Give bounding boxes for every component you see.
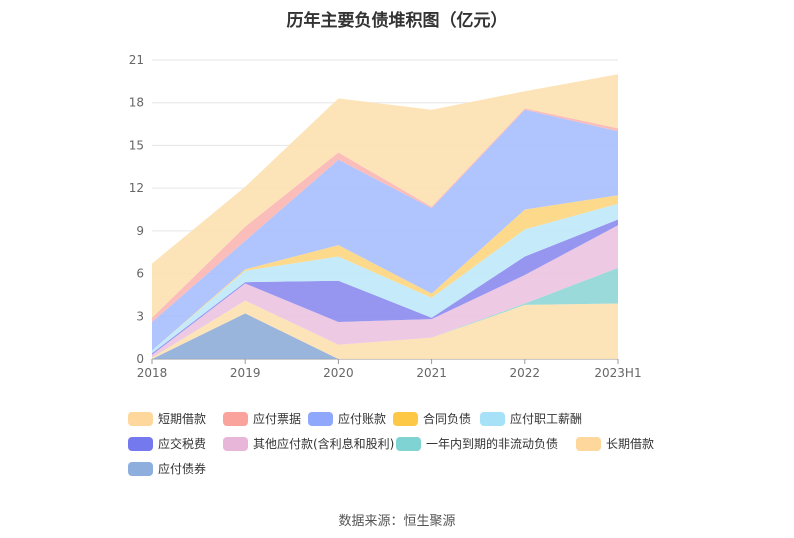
legend-swatch [223, 436, 248, 451]
legend-swatch [480, 411, 505, 426]
legend-swatch [128, 461, 153, 476]
legend-label: 应付债券 [158, 462, 207, 476]
chart-title: 历年主要负债堆积图（亿元） [286, 11, 508, 31]
legend-item[interactable]: 应付职工薪酬 [480, 410, 582, 427]
y-tick-label: 3 [136, 309, 144, 323]
legend-swatch [128, 436, 153, 451]
legend-item[interactable]: 应交税费 [128, 435, 206, 452]
legend-item[interactable]: 应付票据 [223, 410, 301, 427]
axes: 0 3 6 9 12 15 18 21 2018 2019 2020 2021 2022 2023H1 [129, 53, 642, 380]
legend-label: 其他应付款(含利息和股利) [253, 437, 395, 451]
x-tick-label: 2020 [323, 366, 354, 380]
legend-swatch [128, 411, 153, 426]
legend-item[interactable]: 合同负债 [393, 410, 471, 427]
legend-item[interactable]: 一年内到期的非流动负债 [396, 435, 558, 452]
area-7 [152, 109, 618, 351]
legend-swatch [393, 411, 418, 426]
legend-label: 应付账款 [338, 412, 387, 426]
x-tick-label: 2022 [510, 366, 541, 380]
area-0 [152, 313, 618, 359]
stacked-area-chart: 0 3 6 9 12 15 18 21 2018 2019 2020 2021 2022 2023H1 [129, 53, 642, 380]
y-tick-label: 0 [136, 352, 144, 366]
y-tick-label: 15 [129, 138, 144, 152]
legend-label: 应付票据 [253, 412, 302, 426]
legend-label: 应付职工薪酬 [510, 412, 583, 426]
legend-label: 合同负债 [423, 412, 472, 426]
y-tick-label: 21 [129, 53, 144, 67]
legend-swatch [308, 411, 333, 426]
area-6 [152, 195, 618, 351]
area-5 [152, 203, 618, 354]
legend-item[interactable]: 长期借款 [576, 435, 654, 452]
x-tick-label: 2023H1 [594, 366, 641, 380]
area-1 [152, 300, 618, 359]
legend-label: 短期借款 [158, 412, 207, 426]
y-tick-label: 18 [129, 96, 144, 110]
x-tick-label: 2018 [137, 366, 168, 380]
legend-label: 应交税费 [158, 437, 207, 451]
y-tick-label: 9 [136, 224, 144, 238]
area-series [152, 74, 618, 359]
legend-swatch [223, 411, 248, 426]
x-tick-label: 2019 [230, 366, 261, 380]
legend-item[interactable]: 应付账款 [308, 410, 386, 427]
legend-item[interactable]: 其他应付款(含利息和股利) [223, 435, 394, 452]
data-source-note: 数据来源：恒生聚源 [338, 514, 456, 529]
area-3 [152, 225, 618, 358]
y-tick-label: 12 [129, 181, 144, 195]
legend-label: 一年内到期的非流动负债 [426, 437, 559, 451]
legend-item[interactable]: 应付债券 [128, 460, 206, 477]
x-tick-label: 2021 [416, 366, 447, 380]
legend-swatch [576, 436, 601, 451]
legend-label: 长期借款 [606, 437, 655, 451]
legend-swatch [396, 436, 421, 451]
legend-item[interactable]: 短期借款 [128, 410, 206, 427]
y-tick-label: 6 [136, 267, 144, 281]
area-9 [152, 74, 618, 318]
